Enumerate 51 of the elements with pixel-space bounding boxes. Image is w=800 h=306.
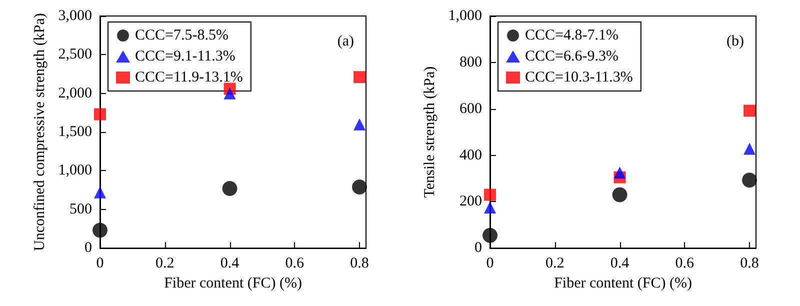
x-tick-label: 0.6 xyxy=(675,256,695,272)
legend-label: CCC=9.1-11.3% xyxy=(135,48,236,64)
point xyxy=(354,118,366,130)
point xyxy=(744,142,756,155)
annotation: (a) xyxy=(337,34,354,50)
x-axis-title: Fiber content (FC) (%) xyxy=(554,276,692,292)
point xyxy=(94,108,106,120)
point xyxy=(484,201,496,214)
x-tick-label: 0.4 xyxy=(610,256,630,272)
y-tick-label: 1,000 xyxy=(58,162,92,179)
y-tick-label: 2,000 xyxy=(58,85,92,102)
y-tick-label: 1,500 xyxy=(58,124,92,140)
legend-label: CCC=4.8-7.1% xyxy=(525,28,618,44)
point xyxy=(484,188,496,201)
y-tick-label: 0 xyxy=(84,240,92,256)
x-tick-label: 0.2 xyxy=(156,256,174,272)
x-tick-label: 0 xyxy=(96,256,104,272)
x-tick-label: 0.2 xyxy=(546,256,564,272)
legend-label: CCC=11.9-13.1% xyxy=(135,70,243,86)
y-tick-label: 600 xyxy=(460,100,482,117)
point xyxy=(222,181,238,196)
x-axis-title: Fiber content (FC) (%) xyxy=(164,276,302,292)
y-tick-label: 200 xyxy=(460,194,482,210)
point xyxy=(352,179,368,194)
point xyxy=(482,228,498,243)
x-tick-label: 0.8 xyxy=(350,256,369,272)
point xyxy=(614,166,626,179)
y-tick-label: 2,500 xyxy=(58,46,92,63)
y-tick-label: 3,000 xyxy=(58,8,92,24)
y-tick-label: 0 xyxy=(474,240,482,256)
y-tick-label: 500 xyxy=(70,201,92,218)
point xyxy=(224,87,236,100)
point xyxy=(92,222,108,238)
x-tick-label: 0.8 xyxy=(740,256,759,272)
legend-label: CCC=7.5-8.5% xyxy=(135,28,228,44)
legend-label: CCC=10.3-11.3% xyxy=(525,70,633,86)
point xyxy=(742,172,758,188)
x-tick-label: 0.4 xyxy=(220,256,240,272)
y-axis-title: Tensile strength (kPa) xyxy=(422,66,438,198)
annotation: (b) xyxy=(726,34,744,50)
x-tick-label: 0.6 xyxy=(285,256,305,272)
y-axis-title: Unconfined compressive strength (kPa) xyxy=(32,13,48,251)
legend-label: CCC=6.6-9.3% xyxy=(525,48,618,64)
y-tick-label: 400 xyxy=(460,147,482,164)
point xyxy=(612,187,628,202)
point xyxy=(354,71,366,84)
point xyxy=(744,104,756,117)
x-tick-label: 0 xyxy=(486,256,494,272)
y-tick-label: 800 xyxy=(460,54,482,70)
y-tick-label: 1,000 xyxy=(448,8,482,24)
point xyxy=(94,186,106,198)
